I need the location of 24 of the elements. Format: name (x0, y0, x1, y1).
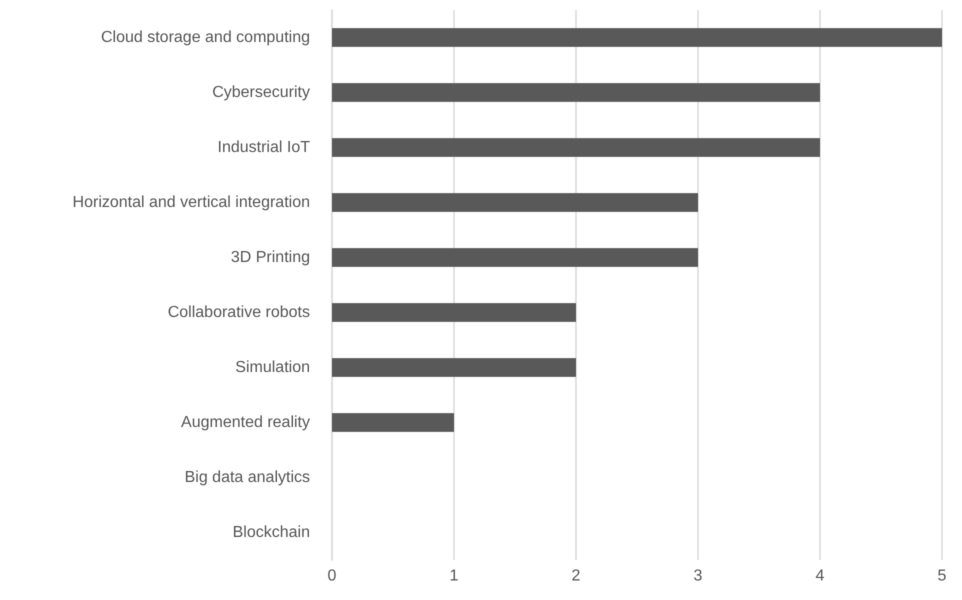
x-tick-label: 4 (816, 568, 825, 584)
y-tick-label: Industrial IoT (218, 139, 310, 156)
bar (332, 138, 820, 157)
x-tick-label: 1 (450, 568, 459, 584)
y-tick-label: 3D Printing (230, 249, 310, 266)
bar (332, 248, 698, 267)
bar (332, 28, 942, 47)
y-tick-label: Cloud storage and computing (100, 29, 310, 46)
y-tick-label: Augmented reality (181, 414, 310, 431)
y-tick-label: Blockchain (232, 524, 310, 541)
bar (332, 303, 576, 322)
y-tick-label: Big data analytics (184, 469, 310, 486)
bar (332, 358, 576, 377)
x-tick-label: 3 (694, 568, 703, 584)
y-tick-label: Cybersecurity (212, 84, 310, 101)
y-tick-label: Horizontal and vertical integration (72, 194, 310, 211)
bar (332, 83, 820, 102)
y-tick-label: Collaborative robots (168, 304, 310, 321)
bar (332, 193, 698, 212)
x-tick-label: 5 (938, 568, 947, 584)
x-tick-label: 0 (328, 568, 337, 584)
x-tick-label: 2 (572, 568, 581, 584)
y-tick-label: Simulation (235, 359, 310, 376)
bar (332, 413, 454, 432)
